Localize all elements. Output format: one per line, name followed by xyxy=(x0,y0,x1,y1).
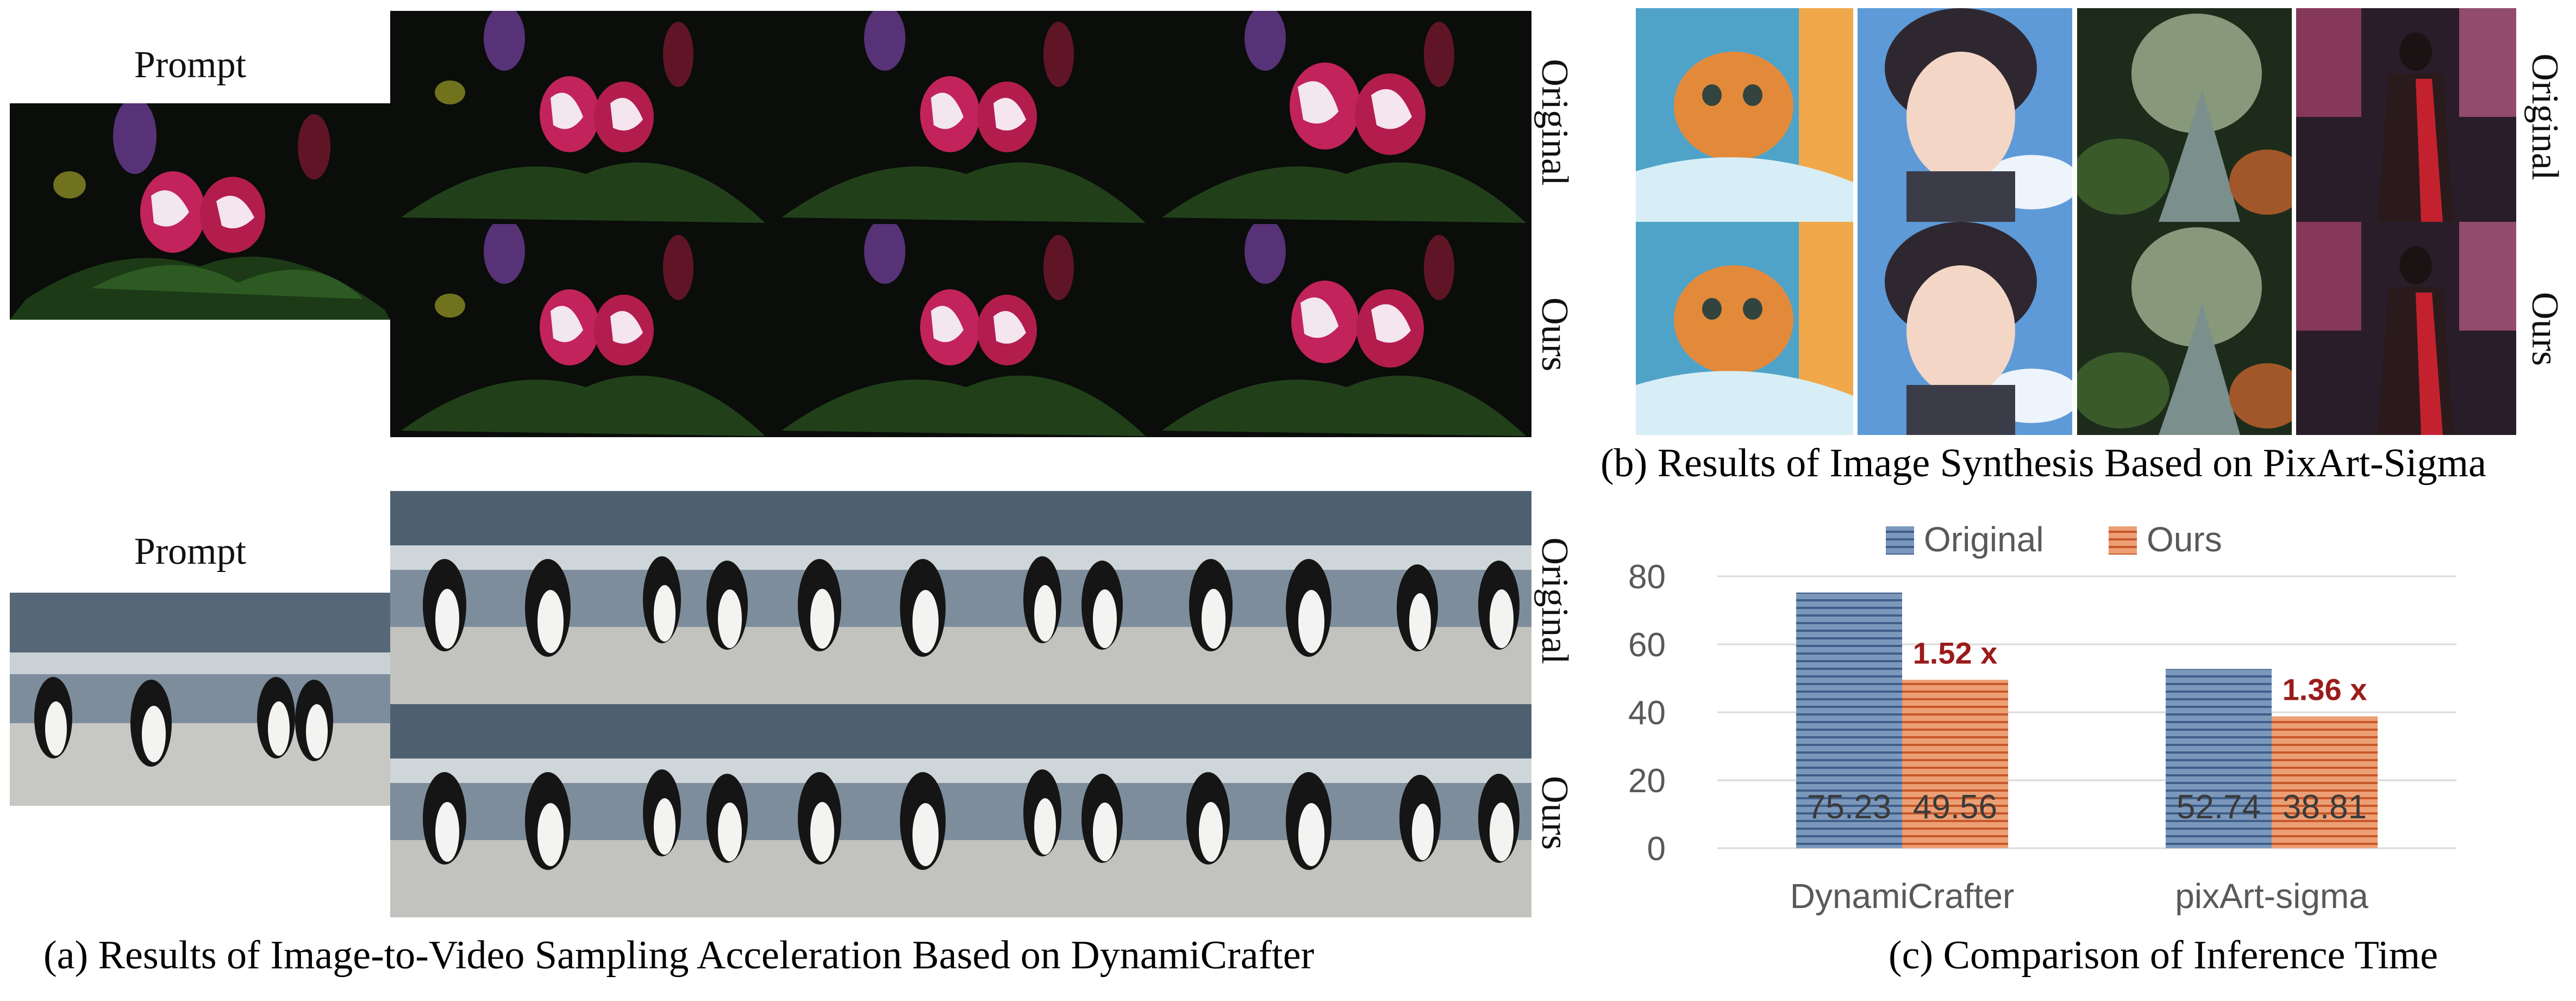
legend-label-original: Original xyxy=(1924,520,2044,559)
synthesis-boy-original xyxy=(1858,8,2072,222)
y-tick-label: 40 xyxy=(1628,694,1666,732)
video-frame-penguins-ours-2 xyxy=(771,704,1151,917)
prompt-image-penguins xyxy=(10,593,390,806)
data-label: 49.56 xyxy=(1913,788,1997,826)
caption-panel-a: (a) Results of Image-to-Video Sampling A… xyxy=(43,933,1315,978)
video-frame-flower-ours-1 xyxy=(390,224,771,437)
synthesis-cat-original xyxy=(1636,8,1853,222)
video-frame-flower-ours-3 xyxy=(1151,224,1531,437)
y-tick-label: 80 xyxy=(1628,558,1666,596)
synthesis-boy-ours xyxy=(1858,222,2072,435)
video-frame-flower-original-3 xyxy=(1151,11,1531,224)
data-label: 75.23 xyxy=(1807,788,1891,826)
synthesis-cat-ours xyxy=(1636,222,1853,435)
bar-original-2 xyxy=(2166,669,2272,848)
data-label: 52.74 xyxy=(2177,788,2261,826)
y-tick-label: 60 xyxy=(1628,626,1666,664)
speedup-label: 1.52 x xyxy=(1913,636,1998,670)
video-frame-flower-original-2 xyxy=(771,11,1151,224)
bar-ours-1 xyxy=(1902,680,2008,848)
prompt-label-flower: Prompt xyxy=(134,44,247,86)
synthesis-forest-ours xyxy=(2077,222,2292,435)
caption-panel-c: (c) Comparison of Inference Time xyxy=(1889,933,2439,978)
row-label-original-synthesis: Original xyxy=(2524,53,2566,181)
video-frame-penguins-original-3 xyxy=(1151,491,1531,704)
synthesis-woman-ours xyxy=(2296,222,2516,435)
bar-original-1 xyxy=(1796,592,1902,848)
prompt-image-flower xyxy=(10,103,390,320)
x-tick-label: pixArt-sigma xyxy=(2175,876,2368,916)
bar-ours-2 xyxy=(2272,716,2378,848)
row-label-ours-flower: Ours xyxy=(1534,297,1575,372)
x-tick-label: DynamiCrafter xyxy=(1790,876,2015,916)
synthesis-woman-original xyxy=(2296,8,2516,222)
caption-panel-b: (b) Results of Image Synthesis Based on … xyxy=(1600,441,2486,486)
synthesis-forest-original xyxy=(2077,8,2292,222)
row-label-original-penguins: Original xyxy=(1534,537,1575,664)
inference-time-chart: 0 20 40 60 80 75.23 49.56 1.52 x DynamiCrafter 52… xyxy=(1628,520,2456,916)
prompt-label-penguins: Prompt xyxy=(134,531,247,573)
data-label: 38.81 xyxy=(2283,788,2367,826)
video-frame-flower-original-1 xyxy=(390,11,771,224)
video-frame-penguins-original-1 xyxy=(390,491,771,704)
legend-label-ours: Ours xyxy=(2147,520,2222,559)
row-label-original-flower: Original xyxy=(1534,59,1575,186)
row-label-ours-penguins: Ours xyxy=(1534,775,1575,850)
y-tick-label: 20 xyxy=(1628,762,1666,800)
row-label-ours-synthesis: Ours xyxy=(2524,291,2566,366)
legend-swatch-ours xyxy=(2109,526,2137,555)
y-tick-label: 0 xyxy=(1647,830,1666,868)
speedup-label: 1.36 x xyxy=(2283,672,2367,706)
video-frame-penguins-ours-3 xyxy=(1151,704,1531,917)
video-frame-flower-ours-2 xyxy=(771,224,1151,437)
video-frame-penguins-original-2 xyxy=(771,491,1151,704)
video-frame-penguins-ours-1 xyxy=(390,704,771,917)
legend-swatch-original xyxy=(1886,526,1914,555)
